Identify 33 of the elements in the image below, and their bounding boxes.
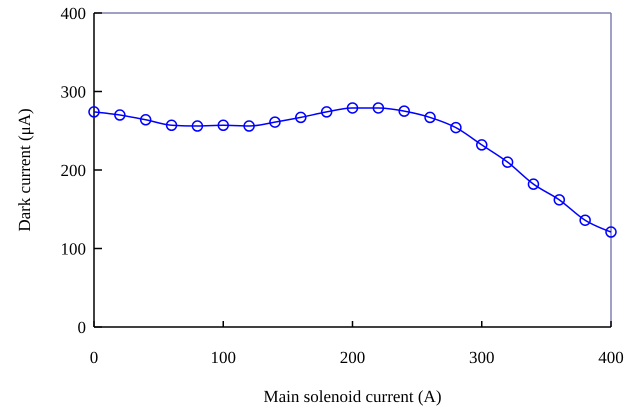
y-axis-title: Dark current (μA) bbox=[15, 108, 34, 232]
point bbox=[166, 120, 178, 132]
point bbox=[192, 120, 204, 132]
y-tick-label: 100 bbox=[60, 239, 86, 258]
x-tick-label: 100 bbox=[210, 348, 236, 367]
x-tick-label: 400 bbox=[598, 348, 624, 367]
point bbox=[243, 120, 255, 132]
point bbox=[372, 102, 384, 114]
point bbox=[476, 139, 488, 151]
point bbox=[346, 102, 358, 114]
point bbox=[320, 106, 332, 118]
point bbox=[554, 194, 566, 206]
point bbox=[88, 106, 100, 118]
point bbox=[424, 112, 436, 124]
point bbox=[140, 114, 152, 126]
point bbox=[605, 226, 617, 238]
point bbox=[114, 109, 126, 121]
point bbox=[579, 214, 591, 226]
x-tick-label: 300 bbox=[469, 348, 494, 367]
point bbox=[295, 112, 307, 124]
y-tick-label: 400 bbox=[60, 4, 86, 23]
point bbox=[528, 178, 540, 190]
x-tick-label: 200 bbox=[340, 348, 366, 367]
point bbox=[502, 156, 514, 168]
x-axis-title: Main solenoid current (A) bbox=[264, 387, 442, 406]
y-tick-label: 200 bbox=[60, 160, 86, 180]
x-tick-label: 0 bbox=[90, 348, 98, 367]
point bbox=[450, 122, 462, 134]
point bbox=[218, 120, 229, 132]
y-tick-label: 300 bbox=[60, 82, 86, 102]
y-tick-label: 0 bbox=[78, 318, 86, 337]
point bbox=[269, 116, 281, 128]
point bbox=[398, 105, 410, 117]
